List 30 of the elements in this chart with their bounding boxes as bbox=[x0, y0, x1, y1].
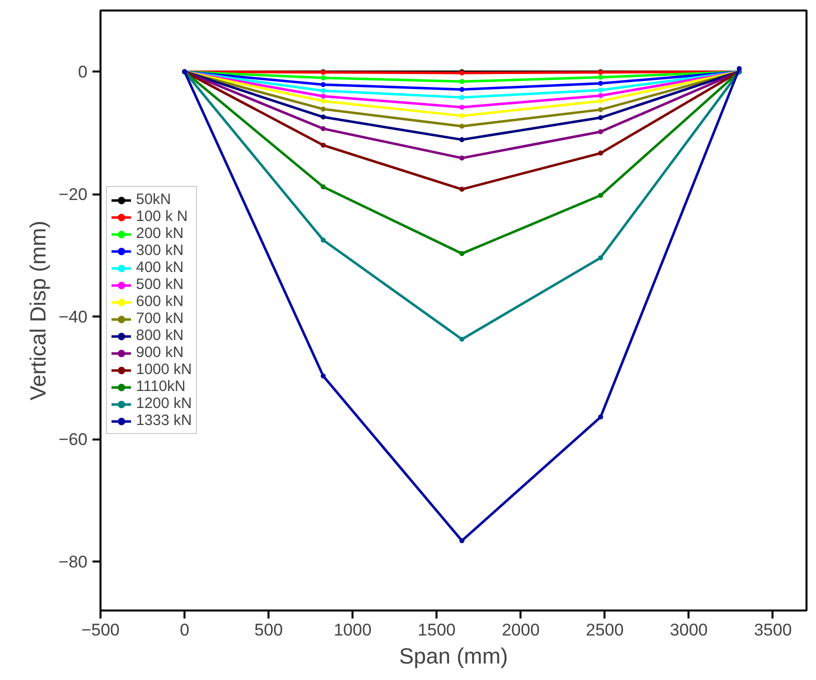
x-tick-label: 2000 bbox=[502, 620, 540, 640]
legend-label: 900 kN bbox=[136, 344, 184, 361]
x-tick-label: 0 bbox=[180, 620, 190, 640]
legend-label: 200 kN bbox=[136, 225, 184, 242]
y-tick-label: −40 bbox=[58, 308, 88, 327]
legend-label: 400 kN bbox=[136, 259, 184, 276]
x-tick-label: 1000 bbox=[334, 620, 372, 640]
y-tick-label: −20 bbox=[58, 185, 88, 204]
legend-label: 50kN bbox=[136, 191, 172, 208]
y-tick-label: 0 bbox=[78, 62, 88, 82]
legend-label: 1333 kN bbox=[136, 412, 192, 429]
legend-label: 100 k N bbox=[136, 208, 188, 225]
legend-label: 300 kN bbox=[136, 242, 184, 259]
x-tick-label: 3500 bbox=[754, 620, 792, 640]
x-tick-label: 2500 bbox=[586, 620, 624, 640]
y-tick-label: −80 bbox=[58, 552, 88, 572]
x-tick-label: −500 bbox=[81, 620, 120, 640]
legend-label: 500 kN bbox=[136, 276, 184, 293]
x-tick-label: 3000 bbox=[670, 620, 708, 640]
y-axis-title: Vertical Disp (mm) bbox=[26, 220, 51, 400]
legend-label: 1110kN bbox=[136, 378, 186, 395]
legend-label: 700 kN bbox=[136, 310, 184, 327]
x-tick-label: 1500 bbox=[418, 620, 456, 640]
legend-label: 600 kN bbox=[136, 293, 184, 310]
legend-label: 800 kN bbox=[136, 327, 184, 344]
y-tick-label: −60 bbox=[58, 430, 88, 450]
x-axis-title: Span (mm) bbox=[399, 644, 508, 668]
legend-label: 1200 kN bbox=[136, 395, 192, 412]
legend-label: 1000 kN bbox=[136, 361, 192, 378]
x-tick-label: 500 bbox=[254, 620, 283, 640]
